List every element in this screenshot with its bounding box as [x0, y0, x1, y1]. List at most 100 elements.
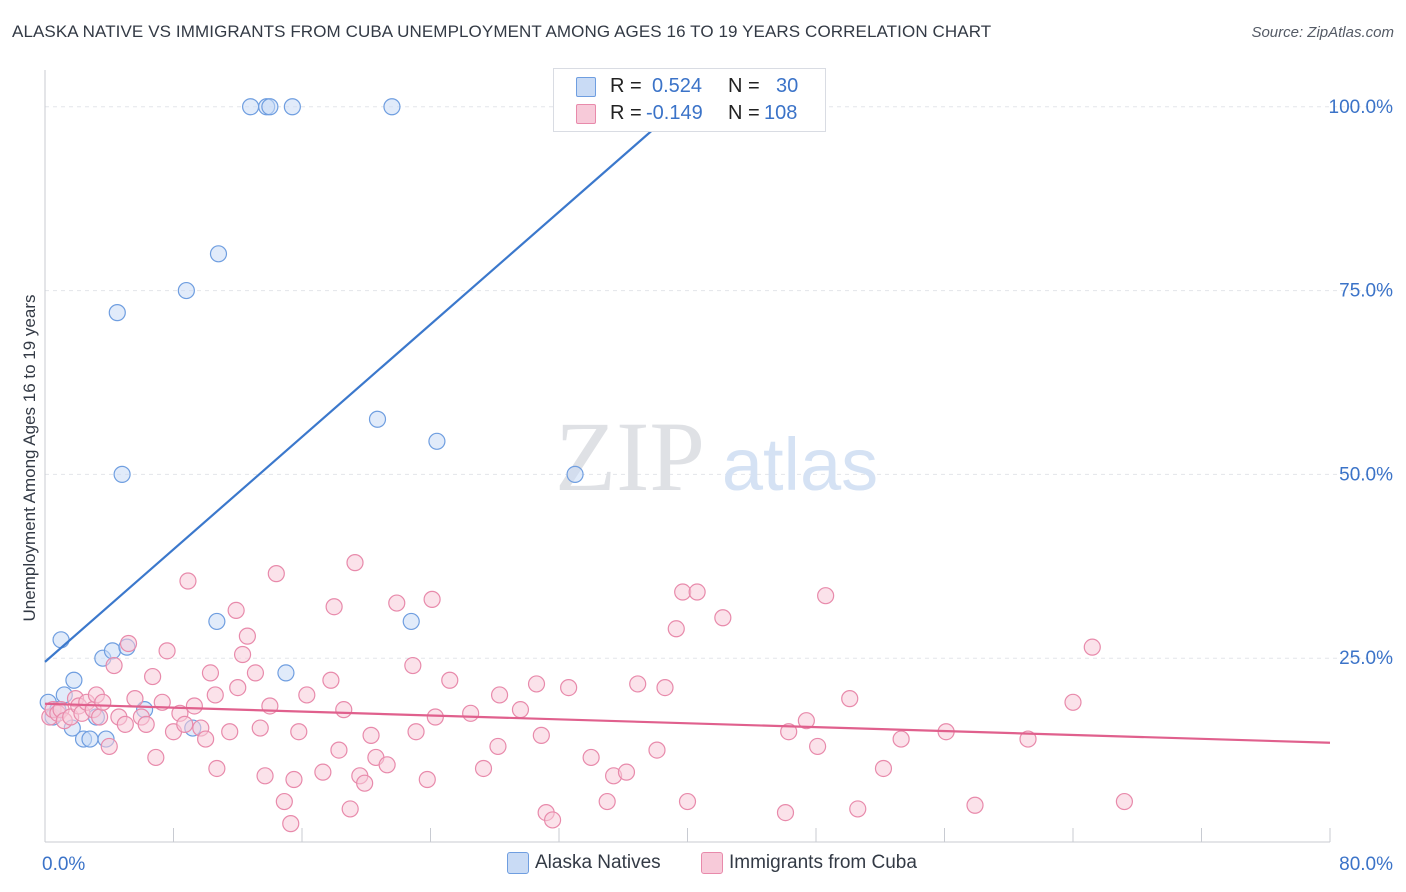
immigrants-from-cuba-point-86 [656, 678, 674, 697]
immigrants-from-cuba-point-75 [527, 675, 546, 693]
legend-r-value: -0.149 [646, 102, 703, 124]
alaska-natives-point-14 [113, 465, 131, 483]
watermark: ZIP atlas [555, 401, 878, 512]
immigrants-from-cuba-point-74 [511, 701, 530, 719]
immigrants-from-cuba-point-12 [91, 708, 109, 726]
immigrants-from-cuba-point-56 [341, 800, 359, 818]
legend-n-value: 108 [764, 102, 798, 124]
immigrants-from-cuba-point-21 [137, 715, 155, 733]
alaska-natives-point-12 [103, 642, 122, 660]
alaska-natives-point-5 [65, 671, 83, 689]
series-label-immigrants-from-cuba: Immigrants from Cuba [729, 852, 917, 873]
immigrants-from-cuba-point-30 [185, 697, 203, 715]
immigrants-from-cuba-point-59 [356, 774, 374, 792]
immigrants-from-cuba-point-37 [227, 601, 245, 620]
chart-source: Source: ZipAtlas.com [1251, 24, 1394, 41]
immigrants-from-cuba-point-57 [346, 554, 364, 572]
alaska-natives-point-26 [368, 410, 387, 428]
immigrants-from-cuba-point-95 [809, 737, 827, 756]
immigrants-from-cuba-point-102 [966, 796, 984, 814]
immigrants-from-cuba-point-78 [543, 811, 562, 829]
immigrants-from-cuba-point-103 [1019, 730, 1037, 748]
legend-swatch-immigrants-from-cuba [576, 104, 596, 124]
immigrants-from-cuba-point-41 [246, 664, 265, 682]
alaska-natives-point-23 [261, 98, 279, 116]
series-swatch-immigrants-from-cuba [701, 852, 723, 874]
immigrants-from-cuba-point-94 [797, 712, 815, 730]
immigrants-from-cuba-point-17 [116, 715, 134, 733]
alaska-natives-point-27 [383, 98, 401, 116]
immigrants-from-cuba-point-106 [1115, 792, 1134, 811]
alaska-natives-point-25 [283, 98, 301, 116]
immigrants-from-cuba-point-19 [126, 690, 144, 708]
immigrants-from-cuba-point-51 [314, 763, 332, 781]
immigrants-from-cuba-point-29 [179, 572, 197, 590]
legend-n-label: N = [728, 102, 760, 124]
immigrants-from-cuba-point-18 [119, 634, 138, 653]
immigrants-from-cuba-point-91 [714, 609, 732, 627]
immigrants-from-cuba-point-85 [648, 741, 666, 759]
immigrants-from-cuba-point-55 [335, 701, 353, 719]
immigrants-from-cuba-point-53 [325, 598, 343, 616]
immigrants-from-cuba-point-79 [560, 678, 578, 697]
immigrants-from-cuba-point-64 [404, 656, 422, 675]
legend-swatch-alaska-natives [576, 77, 596, 97]
immigrants-from-cuba-point-99 [874, 759, 893, 778]
immigrants-from-cuba-point-47 [282, 815, 300, 833]
alaska-natives-point-29 [428, 432, 446, 450]
immigrants-from-cuba-point-34 [206, 686, 224, 704]
alaska-natives-point-3 [52, 631, 70, 649]
immigrants-from-cuba-point-67 [423, 590, 441, 608]
immigrants-from-cuba-point-70 [462, 704, 480, 722]
immigrants-from-cuba-point-68 [426, 708, 444, 726]
immigrants-from-cuba-point-69 [441, 671, 459, 689]
alaska-natives-point-28 [402, 612, 420, 631]
immigrants-from-cuba-point-76 [532, 726, 550, 744]
immigrants-from-cuba-point-71 [474, 759, 493, 778]
immigrants-from-cuba-point-23 [147, 748, 165, 767]
alaska-natives-point-30 [566, 465, 584, 483]
immigrants-from-cuba-point-92 [776, 803, 795, 822]
immigrants-from-cuba-point-98 [849, 800, 867, 818]
y-tick-label-1: 50.0% [1339, 464, 1393, 485]
alaska-natives-point-8 [81, 730, 99, 748]
immigrants-from-cuba-point-54 [330, 741, 348, 759]
alaska-natives-trend-line [44, 98, 689, 663]
x-tick-label-min: 0.0% [42, 854, 85, 875]
immigrants-from-cuba-point-72 [489, 737, 507, 756]
legend-r-value: 0.524 [652, 75, 703, 97]
immigrants-from-cuba-point-93 [780, 723, 798, 741]
immigrants-from-cuba-point-25 [158, 642, 176, 660]
immigrants-from-cuba-point-83 [617, 763, 636, 781]
trend-layer [44, 98, 1331, 744]
immigrants-from-cuba-point-89 [678, 792, 697, 811]
x-tick-label-max: 80.0% [1339, 854, 1393, 875]
alaska-natives-point-17 [177, 281, 195, 300]
correlation-legend: R = 0.524 N = 30 R = -0.149 N = 108 [553, 68, 826, 132]
tick-labels: 25.0% 50.0% 75.0% 100.0% 0.0% 80.0% [42, 97, 1393, 875]
immigrants-from-cuba-point-88 [674, 583, 692, 601]
legend-r-label: R = [610, 75, 642, 97]
immigrants-from-cuba-point-104 [1064, 693, 1082, 711]
chart-title: ALASKA NATIVE VS IMMIGRANTS FROM CUBA UN… [12, 22, 992, 41]
immigrants-from-cuba-point-81 [598, 792, 616, 811]
immigrants-from-cuba-point-28 [176, 715, 194, 733]
immigrants-from-cuba-point-36 [221, 723, 239, 741]
immigrants-from-cuba-point-60 [362, 726, 380, 744]
immigrants-from-cuba-point-13 [94, 693, 112, 711]
y-tick-label-3: 100.0% [1329, 97, 1394, 118]
immigrants-from-cuba-point-63 [388, 594, 406, 612]
immigrants-from-cuba-point-35 [208, 759, 226, 778]
immigrants-from-cuba-point-90 [688, 583, 706, 601]
immigrants-from-cuba-point-40 [238, 627, 256, 645]
immigrants-from-cuba-point-66 [418, 770, 436, 789]
watermark-zip: ZIP [555, 401, 705, 512]
immigrants-from-cuba-point-38 [229, 678, 247, 697]
immigrants-from-cuba-point-15 [105, 656, 123, 675]
immigrants-from-cuba-point-96 [817, 587, 835, 605]
immigrants-from-cuba-point-84 [629, 675, 647, 693]
immigrants-from-cuba-point-87 [667, 620, 685, 638]
immigrants-from-cuba-point-43 [256, 767, 274, 785]
immigrants-from-cuba-point-33 [201, 664, 220, 682]
